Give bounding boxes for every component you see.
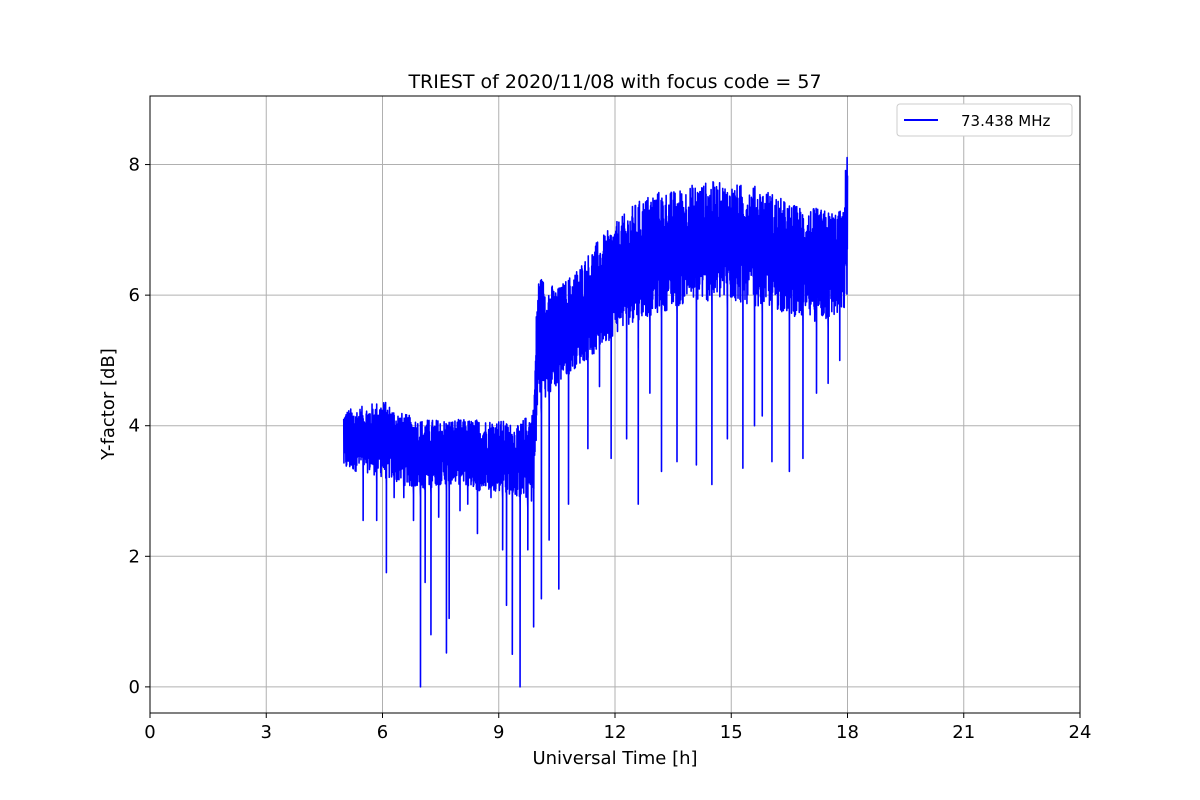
y-axis-title: Y-factor [dB] — [98, 348, 119, 461]
x-tick-label: 18 — [836, 722, 859, 743]
x-tick-label: 12 — [604, 722, 627, 743]
plot-frame — [149, 95, 1081, 714]
y-tick-label: 2 — [129, 546, 140, 567]
chart-title: TRIEST of 2020/11/08 with focus code = 5… — [407, 71, 821, 93]
x-tick-label: 21 — [952, 722, 975, 743]
legend-label: 73.438 MHz — [961, 112, 1050, 130]
y-tick-label: 6 — [129, 285, 140, 306]
series-layer — [342, 156, 849, 688]
x-tick-label: 0 — [144, 722, 155, 743]
x-tick-label: 9 — [493, 722, 504, 743]
legend: 73.438 MHz — [896, 103, 1073, 137]
legend-box — [896, 103, 1073, 137]
x-axis-title: Universal Time [h] — [532, 748, 697, 769]
y-tick-label: 4 — [129, 416, 140, 437]
y-tick-label: 0 — [129, 677, 140, 698]
x-tick-label: 6 — [377, 722, 388, 743]
x-tick-label: 3 — [261, 722, 272, 743]
x-tick-label: 15 — [720, 722, 743, 743]
y-tick-label: 8 — [129, 155, 140, 176]
x-tick-label: 24 — [1069, 722, 1092, 743]
series-line — [342, 156, 849, 688]
